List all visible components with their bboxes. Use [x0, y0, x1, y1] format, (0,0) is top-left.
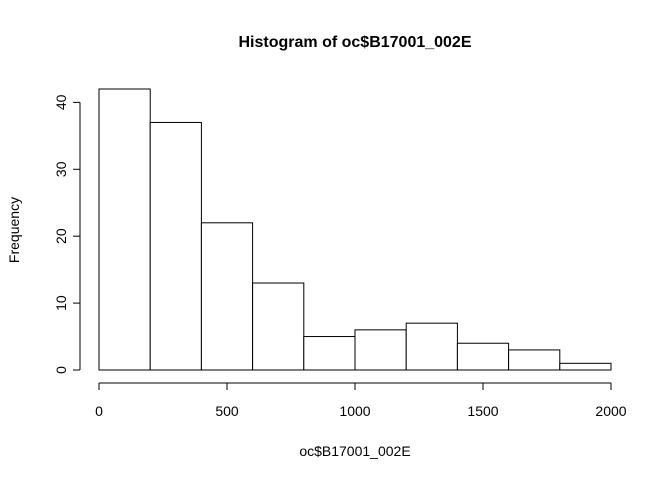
histogram-bar	[149, 121, 202, 371]
chart-title: Histogram of oc$B17001_002E	[239, 34, 472, 51]
x-tick-label: 2000	[595, 403, 626, 419]
histogram-bar	[303, 336, 356, 371]
x-tick-label: 0	[95, 403, 103, 419]
x-axis-label: oc$B17001_002E	[299, 443, 410, 459]
bars-group	[98, 88, 612, 371]
histogram-bar	[98, 88, 151, 371]
y-tick-label: 0	[53, 366, 69, 374]
y-axis-label: Frequency	[6, 197, 22, 263]
y-tick-label: 20	[53, 228, 69, 244]
y-tick-label: 10	[53, 295, 69, 311]
y-tick-label: 40	[53, 94, 69, 110]
y-axis: 0 10 20 30 40	[53, 94, 81, 374]
x-tick-label: 1500	[467, 403, 498, 419]
x-tick-label: 500	[215, 403, 239, 419]
x-axis: 0 500 1000 1500 2000	[95, 382, 627, 419]
histogram-bar	[200, 222, 254, 371]
y-tick-label: 30	[53, 161, 69, 177]
histogram-bar	[559, 362, 612, 371]
histogram-bar	[354, 329, 407, 371]
x-tick-label: 1000	[339, 403, 370, 419]
histogram-bar	[508, 349, 561, 371]
histogram-bar	[405, 322, 458, 371]
histogram-bar	[252, 282, 305, 371]
histogram-bar	[456, 342, 510, 371]
